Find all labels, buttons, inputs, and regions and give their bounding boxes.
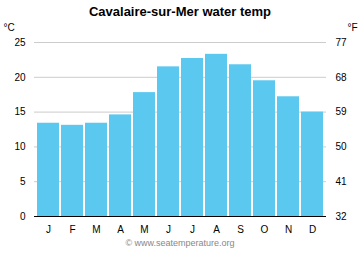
svg-text:15: 15 xyxy=(14,106,26,117)
svg-text:J: J xyxy=(166,224,171,235)
svg-text:68: 68 xyxy=(336,72,348,83)
svg-text:J: J xyxy=(190,224,195,235)
svg-text:N: N xyxy=(285,224,292,235)
svg-text:32: 32 xyxy=(336,211,348,222)
svg-text:M: M xyxy=(92,224,100,235)
html-text:© www.seatemperature.org: © www.seatemperature.org xyxy=(125,238,235,248)
svg-text:A: A xyxy=(117,224,124,235)
svg-text:°C: °C xyxy=(4,22,15,33)
svg-text:J: J xyxy=(46,224,51,235)
svg-text:77: 77 xyxy=(336,37,348,48)
svg-text:A: A xyxy=(213,224,220,235)
svg-text:59: 59 xyxy=(336,106,348,117)
svg-text:5: 5 xyxy=(20,176,26,187)
svg-text:S: S xyxy=(237,224,244,235)
svg-text:20: 20 xyxy=(14,72,26,83)
svg-text:°F: °F xyxy=(347,22,357,33)
svg-text:10: 10 xyxy=(14,141,26,152)
svg-text:0: 0 xyxy=(20,211,26,222)
svg-text:50: 50 xyxy=(336,141,348,152)
svg-text:D: D xyxy=(309,224,316,235)
svg-text:41: 41 xyxy=(336,176,348,187)
svg-text:M: M xyxy=(140,224,148,235)
svg-text:F: F xyxy=(69,224,75,235)
svg-text:25: 25 xyxy=(14,37,26,48)
svg-text:O: O xyxy=(261,224,269,235)
html-text:Cavalaire-sur-Mer water temp: Cavalaire-sur-Mer water temp xyxy=(89,4,271,19)
